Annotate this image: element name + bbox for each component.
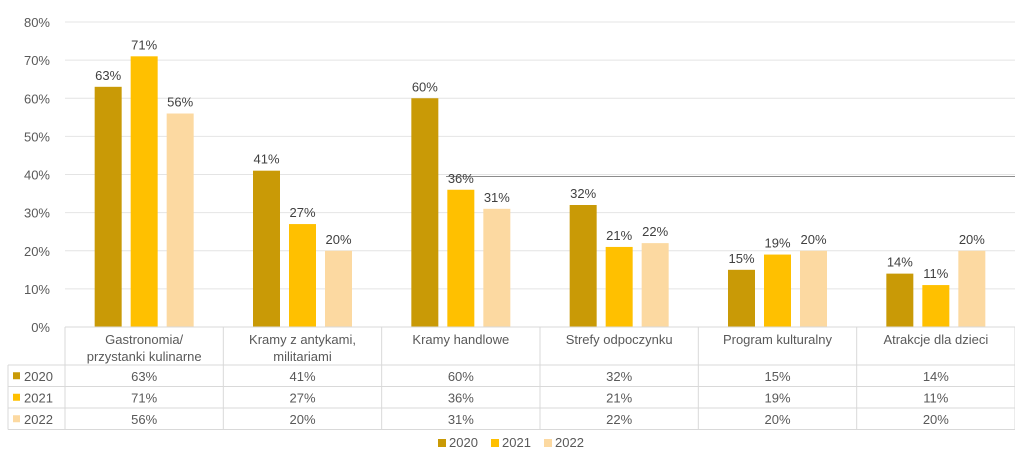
y-axis: 0% 10% 20% 30% 40% 50% 60% 70% 80% — [24, 15, 50, 335]
y-tick-label: 50% — [24, 129, 50, 144]
y-tick-label: 80% — [24, 15, 50, 30]
category-label: Kramy z antykami, — [249, 332, 356, 347]
data-label: 31% — [484, 190, 510, 205]
bars — [94, 56, 986, 327]
y-tick-label: 10% — [24, 282, 50, 297]
table-cell: 32% — [606, 369, 632, 384]
data-label: 20% — [325, 232, 351, 247]
data-label: 27% — [289, 205, 315, 220]
bar — [800, 250, 827, 327]
bar — [605, 246, 633, 327]
data-label: 15% — [728, 251, 754, 266]
table-cell: 15% — [764, 369, 790, 384]
data-label: 20% — [959, 232, 985, 247]
bar — [130, 56, 158, 327]
y-tick-label: 40% — [24, 168, 50, 183]
bar — [958, 250, 986, 327]
bar — [922, 285, 950, 327]
category-label: militariami — [273, 349, 332, 364]
table-cell: 20% — [764, 412, 790, 427]
table-cell: 14% — [923, 369, 949, 384]
bar — [411, 98, 439, 327]
data-labels: 63% 41% 60% 32% 15% 14% 71% 27% 36% 21% 19% 11% 56% 2… — [95, 37, 985, 281]
data-label: 19% — [764, 236, 790, 251]
data-label: 63% — [95, 68, 121, 83]
bar — [94, 86, 122, 327]
y-tick-label: 60% — [24, 91, 50, 106]
table-cell: 60% — [448, 369, 474, 384]
data-label: 21% — [606, 228, 632, 243]
bar — [325, 250, 352, 327]
y-tick-label: 0% — [31, 320, 50, 335]
table-cell: 20% — [923, 412, 949, 427]
bar — [641, 243, 669, 327]
table-legend-key — [13, 372, 20, 380]
legend-label: 2022 — [555, 435, 584, 450]
table-row-label: 2022 — [24, 412, 53, 427]
legend-swatch — [491, 439, 499, 447]
table-legend-key — [13, 415, 20, 423]
legend-swatch — [438, 439, 446, 447]
data-label: 71% — [131, 37, 157, 52]
y-tick-label: 20% — [24, 244, 50, 259]
table-cell: 41% — [289, 369, 315, 384]
table-cell: 56% — [131, 412, 157, 427]
table-cell: 31% — [448, 412, 474, 427]
data-label: 14% — [887, 255, 913, 270]
legend-swatch — [544, 439, 552, 447]
table-cell: 20% — [289, 412, 315, 427]
data-label: 60% — [412, 79, 438, 94]
y-tick-label: 30% — [24, 206, 50, 221]
y-tick-label: 70% — [24, 53, 50, 68]
table-cell: 19% — [764, 390, 790, 405]
table-cell: 36% — [448, 390, 474, 405]
category-label: Program kulturalny — [723, 332, 833, 347]
data-label: 32% — [570, 186, 596, 201]
gridlines — [65, 21, 1015, 328]
data-label: 20% — [800, 232, 826, 247]
bar — [569, 205, 597, 327]
bar — [253, 170, 280, 327]
category-label: Atrakcje dla dzieci — [883, 332, 988, 347]
category-label: przystanki kulinarne — [87, 349, 202, 364]
bar — [764, 254, 791, 327]
data-label: 22% — [642, 224, 668, 239]
table-legend-key — [13, 393, 20, 401]
data-label: 41% — [253, 152, 279, 167]
table-cell: 11% — [923, 390, 948, 405]
table-row-label: 2021 — [24, 390, 53, 405]
bar — [166, 113, 194, 327]
table-cell: 71% — [131, 390, 157, 405]
table-cell: 21% — [606, 390, 632, 405]
legend: 2020 2021 2022 — [438, 435, 584, 450]
category-label: Kramy handlowe — [412, 332, 509, 347]
bar — [886, 273, 914, 327]
bar — [289, 224, 316, 327]
legend-label: 2021 — [502, 435, 531, 450]
category-label: Strefy odpoczynku — [566, 332, 673, 347]
category-label: Gastronomia/ — [105, 332, 183, 347]
table-cell: 63% — [131, 369, 157, 384]
data-label: 36% — [448, 171, 474, 186]
data-label: 56% — [167, 95, 193, 110]
bar — [728, 269, 755, 327]
bar — [483, 208, 511, 327]
table-cell: 27% — [289, 390, 315, 405]
table-cell: 22% — [606, 412, 632, 427]
table-row-label: 2020 — [24, 369, 53, 384]
data-table: Gastronomia/przystanki kulinarne Kramy z … — [7, 326, 1015, 430]
legend-label: 2020 — [449, 435, 478, 450]
bar — [447, 189, 475, 327]
data-label: 11% — [923, 266, 948, 281]
